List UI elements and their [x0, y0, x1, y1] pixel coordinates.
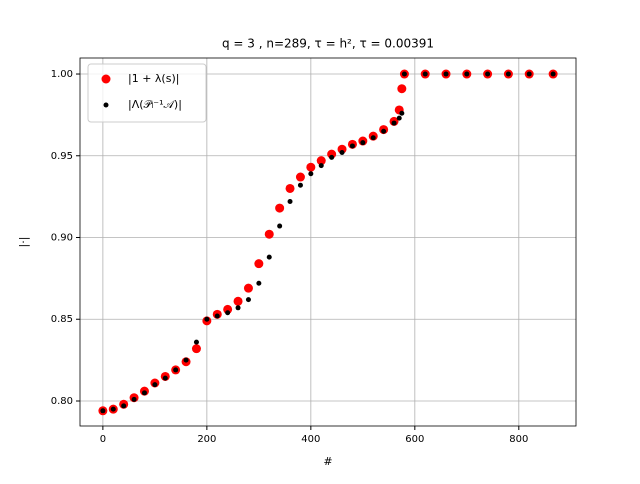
point — [235, 305, 241, 311]
y-tick-label: 0.95 — [51, 151, 73, 162]
legend-marker — [101, 74, 111, 84]
x-tick-label: 800 — [509, 434, 528, 445]
axes-frame — [79, 57, 577, 427]
legend-label: |1 + λ(s)| — [128, 72, 179, 85]
point — [349, 143, 355, 149]
y-tick-label: 0.80 — [51, 396, 73, 407]
y-tick-label: 0.90 — [51, 233, 73, 244]
point — [141, 390, 147, 396]
point — [266, 254, 272, 260]
point — [264, 229, 274, 239]
chart-title: q = 3 , n=289, τ = h², τ = 0.00391 — [222, 37, 434, 51]
y-tick-label: 1.00 — [51, 69, 73, 80]
point — [526, 71, 532, 77]
point — [287, 199, 293, 205]
point — [233, 296, 243, 306]
legend-box — [87, 63, 207, 123]
point — [339, 149, 345, 155]
point — [422, 71, 428, 77]
point — [173, 367, 179, 373]
point — [275, 203, 285, 213]
x-tick-label: 600 — [405, 434, 424, 445]
point — [131, 396, 137, 402]
point — [443, 71, 449, 77]
point — [245, 297, 251, 303]
point — [306, 162, 316, 172]
point — [360, 140, 366, 146]
point — [193, 339, 199, 345]
point — [391, 120, 397, 126]
point — [396, 115, 402, 121]
point — [204, 316, 210, 322]
point — [297, 182, 303, 188]
x-axis-label: # — [323, 455, 332, 468]
point — [285, 183, 295, 193]
point — [399, 110, 405, 116]
point — [308, 171, 314, 177]
point — [225, 310, 231, 316]
point — [214, 313, 220, 319]
point — [329, 154, 335, 160]
point — [110, 406, 116, 412]
point — [121, 403, 127, 409]
point — [256, 280, 262, 286]
point — [152, 382, 158, 388]
point — [191, 344, 201, 354]
point — [370, 135, 376, 141]
legend-label: |Λ(𝒫ₗ⁻¹𝒜)| — [128, 98, 182, 111]
point — [397, 84, 407, 94]
point — [318, 163, 324, 169]
x-tick-label: 200 — [197, 434, 216, 445]
point — [295, 172, 305, 182]
x-tick-label: 400 — [301, 434, 320, 445]
legend-marker — [103, 102, 109, 108]
y-axis-label: |·| — [17, 237, 30, 248]
point — [162, 375, 168, 381]
y-tick-label: 0.85 — [51, 314, 73, 325]
point — [243, 283, 253, 293]
point — [485, 71, 491, 77]
x-tick-label: 0 — [100, 434, 106, 445]
point — [316, 156, 326, 166]
point — [277, 223, 283, 229]
point — [100, 408, 106, 414]
point — [401, 71, 407, 77]
point — [183, 357, 189, 363]
point — [550, 71, 556, 77]
point — [254, 259, 264, 269]
point — [464, 71, 470, 77]
point — [381, 128, 387, 134]
point — [505, 71, 511, 77]
